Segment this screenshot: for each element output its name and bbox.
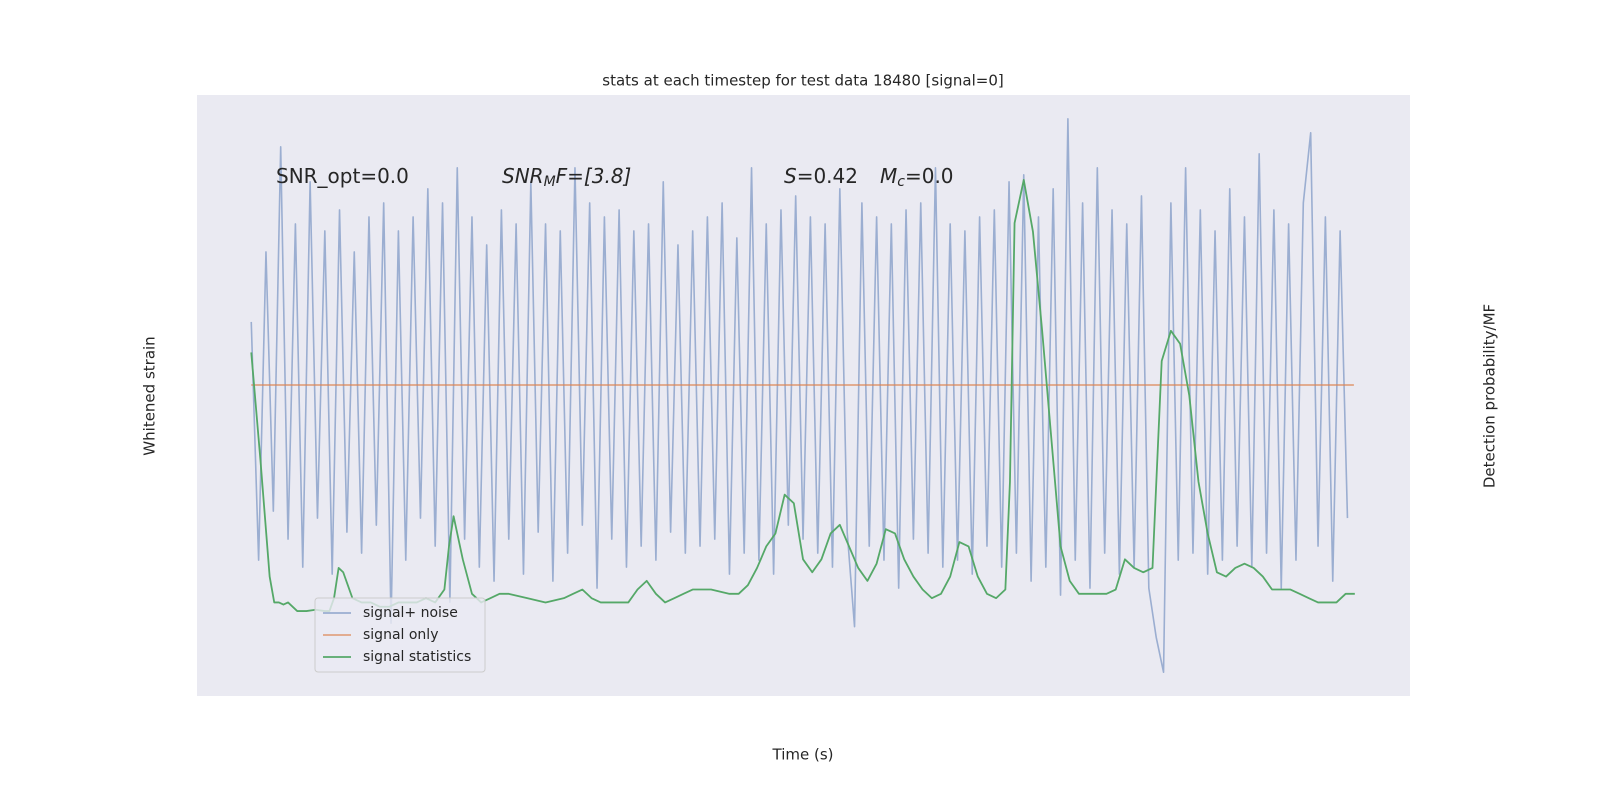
- annotation-subscript: M: [544, 174, 556, 190]
- annotation: SNR_opt=0.0: [276, 164, 409, 188]
- plot-area: [197, 95, 1410, 696]
- annotation: SNRMF=[3.8]: [502, 164, 631, 191]
- annotation-text: S: [784, 164, 797, 188]
- legend-label: signal statistics: [363, 649, 471, 665]
- annotation-text: =0.0: [905, 164, 954, 188]
- legend-box: [314, 597, 486, 673]
- series-line: [250, 118, 1349, 673]
- legend: signal+ noise signal only signal statistic…: [314, 597, 486, 673]
- annotation-text: SNR_opt=0.0: [276, 164, 409, 188]
- legend-label: signal+ noise: [363, 605, 458, 621]
- annotation: S=0.42: [784, 164, 858, 188]
- annotation-text: SNR: [502, 164, 544, 188]
- annotation: Mc=0.0: [880, 164, 954, 191]
- annotation-subscript: c: [897, 174, 905, 190]
- annotation-text: F=[3.8]: [556, 164, 632, 188]
- annotation-text: M: [880, 164, 897, 188]
- chart-title: stats at each timestep for test data 184…: [602, 72, 1003, 90]
- annotation-text: =0.42: [797, 164, 858, 188]
- legend-label: signal only: [363, 627, 438, 643]
- y-axis-label: Whitened strain: [141, 336, 159, 455]
- y2-axis-label: Detection probability/MF: [1481, 304, 1499, 488]
- x-axis-label: Time (s): [772, 746, 834, 764]
